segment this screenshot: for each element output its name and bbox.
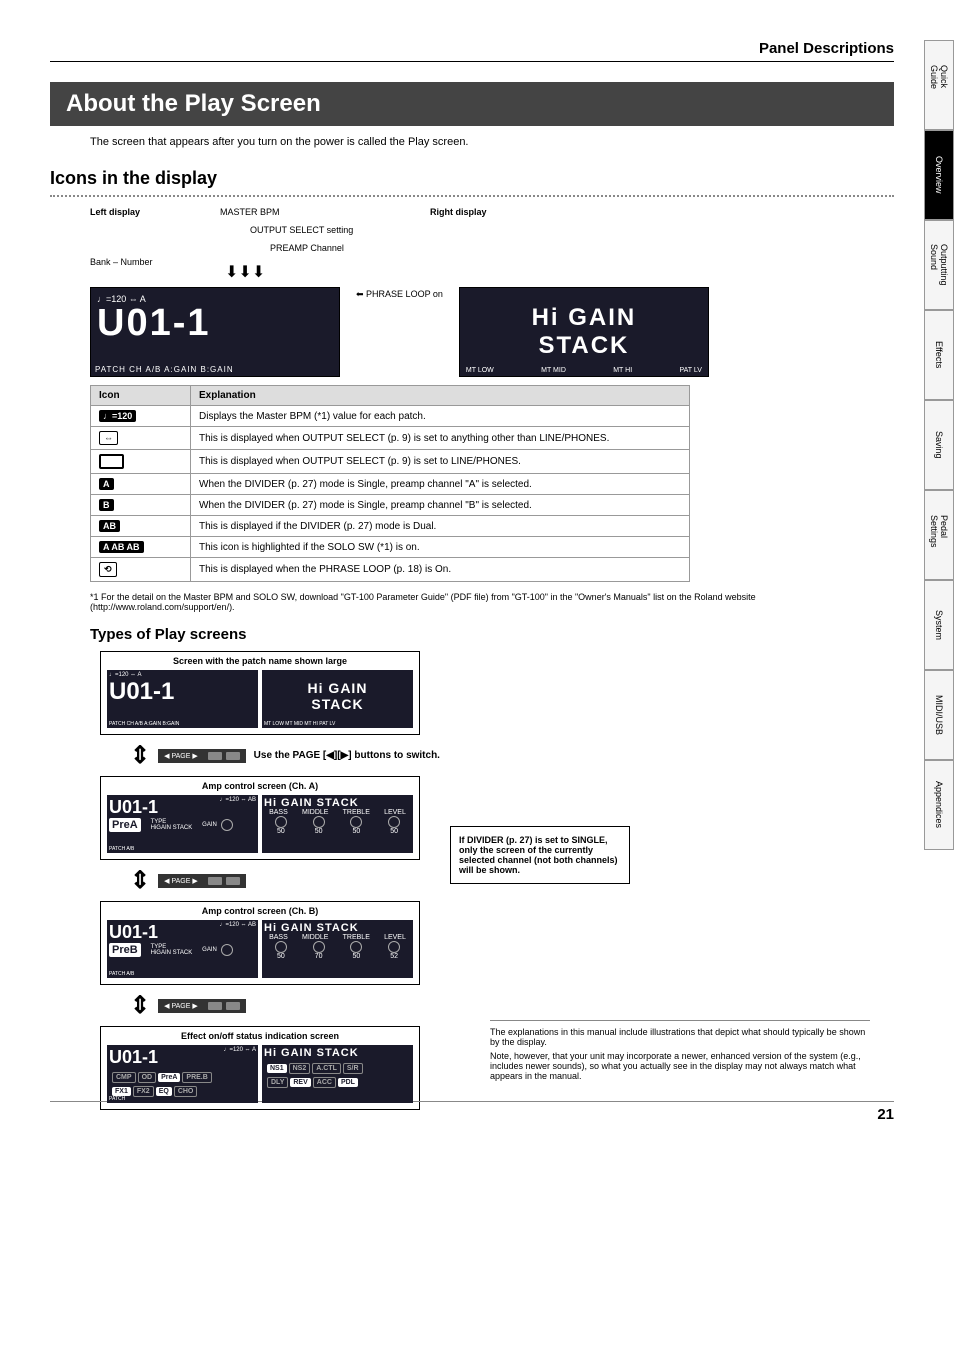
lcd-bottom: PATCH CH A/B A:GAIN B:GAIN xyxy=(95,365,234,374)
explanation-cell: This is displayed when the PHRASE LOOP (… xyxy=(191,558,690,582)
screen-title: Amp control screen (Ch. B) xyxy=(101,906,419,920)
table-row: B When the DIVIDER (p. 27) mode is Single… xyxy=(91,495,690,516)
th-expl: Explanation xyxy=(191,386,690,406)
note-p1: The explanations in this manual include … xyxy=(490,1027,870,1047)
explanation-cell: This is displayed when OUTPUT SELECT (p.… xyxy=(191,450,690,474)
header-section-title: Panel Descriptions xyxy=(50,40,894,62)
explanation-cell: This is displayed when OUTPUT SELECT (p.… xyxy=(191,427,690,450)
types-heading: Types of Play screens xyxy=(90,626,894,643)
icon-badge: ▭ xyxy=(99,454,124,469)
page-buttons[interactable]: ◀ PAGE ▶ xyxy=(158,874,246,888)
divider-callout: If DIVIDER (p. 27) is set to SINGLE, onl… xyxy=(450,826,630,884)
explanation-cell: This is displayed if the DIVIDER (p. 27)… xyxy=(191,516,690,537)
page-content: Panel Descriptions About the Play Screen… xyxy=(0,0,954,1153)
annot-output: OUTPUT SELECT setting xyxy=(250,225,353,235)
mini-lcd-right: Hi GAIN STACK BASSMIDDLETREBLELEVEL 5070… xyxy=(262,920,413,978)
arrow-down-icon: ⬇ xyxy=(225,262,238,282)
table-row: ♩=120 Displays the Master BPM (*1) value … xyxy=(91,406,690,427)
left-display-label: Left display xyxy=(90,207,140,217)
updown-icon: ⇕ xyxy=(130,741,150,770)
screen-title: Screen with the patch name shown large xyxy=(101,656,419,670)
phrase-loop-annot: ⬅ PHRASE LOOP on xyxy=(356,287,443,300)
mini-lcd-left: U01-1♩=120 ⇔ AB PreB TYPEHiGAIN STACK GA… xyxy=(107,920,258,978)
mini-lcd-right: Hi GAIN STACK MT LOW MT MID MT HI PAT LV xyxy=(262,670,413,728)
annotation-group: Left display Right display MASTER BPM OU… xyxy=(90,207,894,287)
icon-badge: B xyxy=(99,499,114,511)
arrow-down-icon: ⬇ xyxy=(238,262,251,282)
icon-badge: A xyxy=(99,478,114,490)
page-number: 21 xyxy=(50,1101,894,1123)
mini-lcd-left: U01-1♩=120 ⇔ A CMPODPreAPRE.B FX1FX2EQCH… xyxy=(107,1045,258,1103)
dotted-divider xyxy=(50,195,894,197)
screen-title: Effect on/off status indication screen xyxy=(101,1031,419,1045)
right-lcd: Hi GAIN STACK MT LOW MT MID MT HI PAT LV xyxy=(459,287,709,377)
lcd-r-bottom: MT LOW MT MID MT HI PAT LV xyxy=(466,367,702,374)
mini-lcd-left: U01-1♩=120 ⇔ AB PreA TYPEHiGAIN STACK GA… xyxy=(107,795,258,853)
table-row: ⟲ This is displayed when the PHRASE LOOP … xyxy=(91,558,690,582)
switch-row-1: ⇕ ◀ PAGE ▶ Use the PAGE [◀][▶] buttons t… xyxy=(130,741,894,770)
arrow-down-icon: ⬇ xyxy=(252,262,265,282)
table-row: ▭ This is displayed when OUTPUT SELECT (p… xyxy=(91,450,690,474)
screen-box-large: Screen with the patch name shown large ♩… xyxy=(100,651,420,735)
page-buttons[interactable]: ◀ PAGE ▶ xyxy=(158,999,246,1013)
icon-badge: A AB AB xyxy=(99,541,144,553)
annot-preamp: PREAMP Channel xyxy=(270,243,344,253)
table-row: ⇔ This is displayed when OUTPUT SELECT (p… xyxy=(91,427,690,450)
mini-lcd-left: ♩=120 ⇔ A U01-1 PATCH CH A/B A:GAIN B:GA… xyxy=(107,670,258,728)
screen-box-chb: Amp control screen (Ch. B) U01-1♩=120 ⇔ … xyxy=(100,901,420,985)
footnote: *1 For the detail on the Master BPM and … xyxy=(90,592,870,612)
explanation-cell: When the DIVIDER (p. 27) mode is Single,… xyxy=(191,474,690,495)
icons-heading: Icons in the display xyxy=(50,168,894,189)
switch-text: Use the PAGE [◀][▶] buttons to switch. xyxy=(254,750,440,761)
left-lcd: ♩=120 ⇔ A U01-1 PATCH CH A/B A:GAIN B:GA… xyxy=(90,287,340,377)
annot-bpm: MASTER BPM xyxy=(220,207,280,217)
intro-text: The screen that appears after you turn o… xyxy=(90,136,894,148)
screen-title: Amp control screen (Ch. A) xyxy=(101,781,419,795)
annot-bank: Bank – Number xyxy=(90,257,153,267)
right-display-label: Right display xyxy=(430,207,487,217)
th-icon: Icon xyxy=(91,386,191,406)
mini-lcd-right: Hi GAIN STACK BASSMIDDLETREBLELEVEL 5050… xyxy=(262,795,413,853)
screen-box-fx: Effect on/off status indication screen U… xyxy=(100,1026,420,1110)
switch-row-3: ⇕ ◀ PAGE ▶ xyxy=(130,991,894,1020)
page-buttons[interactable]: ◀ PAGE ▶ xyxy=(158,749,246,763)
table-row: A AB AB This icon is highlighted if the S… xyxy=(91,537,690,558)
explanation-cell: This icon is highlighted if the SOLO SW … xyxy=(191,537,690,558)
icon-badge: ⟲ xyxy=(99,562,117,577)
updown-icon: ⇕ xyxy=(130,991,150,1020)
lcd-r2: STACK xyxy=(538,332,629,360)
lcd-main: U01-1 xyxy=(97,304,333,342)
display-row: ♩=120 ⇔ A U01-1 PATCH CH A/B A:GAIN B:GA… xyxy=(90,287,894,377)
note-box: The explanations in this manual include … xyxy=(490,1020,870,1081)
page-title: About the Play Screen xyxy=(50,82,894,126)
icon-table: Icon Explanation ♩=120 Displays the Maste… xyxy=(90,385,690,582)
icon-badge: ♩=120 xyxy=(99,410,136,422)
explanation-cell: Displays the Master BPM (*1) value for e… xyxy=(191,406,690,427)
updown-icon: ⇕ xyxy=(130,866,150,895)
table-row: A When the DIVIDER (p. 27) mode is Single… xyxy=(91,474,690,495)
mini-lcd-right: Hi GAIN STACK NS1NS2A.CTLS/R DLYREVACCPD… xyxy=(262,1045,413,1103)
explanation-cell: When the DIVIDER (p. 27) mode is Single,… xyxy=(191,495,690,516)
table-row: AB This is displayed if the DIVIDER (p. 2… xyxy=(91,516,690,537)
icon-badge: AB xyxy=(99,520,120,532)
icon-badge: ⇔ xyxy=(99,431,118,445)
lcd-r1: Hi GAIN xyxy=(532,304,637,332)
screen-box-cha: Amp control screen (Ch. A) U01-1♩=120 ⇔ … xyxy=(100,776,420,860)
note-p2: Note, however, that your unit may incorp… xyxy=(490,1051,870,1081)
